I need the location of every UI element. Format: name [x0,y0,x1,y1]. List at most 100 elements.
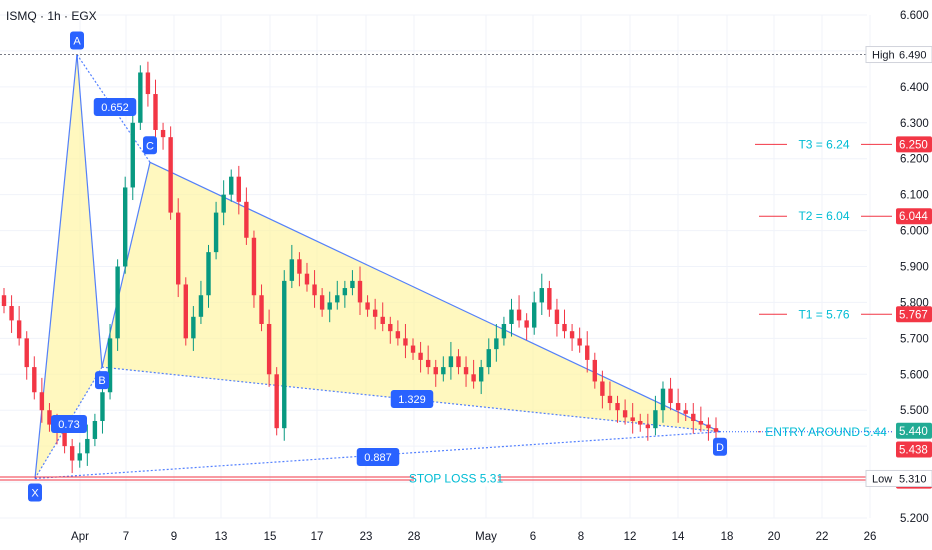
ratio-badge: 0.652 [101,102,129,114]
time-tick-label: 14 [672,531,685,543]
candle-body [357,280,363,303]
candle-body [585,345,590,360]
candle-body [554,309,560,324]
high-tag-value: 6.490 [899,50,927,62]
candle-body [312,284,317,296]
candle-body [92,420,98,439]
candle-body [418,352,423,360]
ratio-badge: 0.887 [364,452,392,464]
candle-body [615,403,620,411]
point-x-bg [28,483,42,502]
point-b: B [98,375,105,387]
time-tick-label: 6 [530,531,536,543]
candle-body [539,288,544,303]
candle-body [213,212,219,253]
candle-body [319,295,325,310]
candle-body [471,374,476,382]
candle-body [39,392,45,411]
T1-label: T1 = 5.76 [798,307,849,321]
price-tick-label: 5.200 [900,513,929,525]
entry-price-tag: 5.440 [899,426,928,438]
candle-body [236,176,242,202]
line-xd [34,431,721,480]
bcd-triangle [102,162,720,432]
time-tick-label: 7 [123,531,129,543]
candle-body [145,72,151,95]
candle-body [425,359,431,368]
candle-body [122,187,128,267]
T2-price-tag-bg [896,208,932,225]
time-tick-label: 13 [215,531,228,543]
candle-body [607,395,613,404]
candle-body [168,137,173,213]
time-tick-label: 15 [264,531,277,543]
time-tick-label: 28 [408,531,421,543]
candle-body [138,72,143,123]
ratio-badge-bg [356,448,400,466]
candle-body [433,367,438,375]
point-c: C [146,140,154,152]
candle-body [456,356,461,368]
candle-body [638,420,643,425]
candle-body [289,259,295,281]
candle-body [683,410,688,414]
candle-body [62,431,67,447]
candle-body [77,453,82,461]
ratio-badge-bg [390,390,434,408]
ratio-badge: 0.73 [58,419,79,431]
candle-body [130,122,135,188]
T2-label: T2 = 6.04 [798,209,849,223]
ratio-badge-bg [51,415,87,433]
candle-body [85,438,90,454]
T2-price-tag: 6.044 [899,211,928,223]
candle-body [691,413,696,421]
point-c-bg [143,136,157,155]
ratio-badge-bg [93,98,137,116]
candle-body [115,266,120,339]
point-d-bg [713,437,727,456]
candle-body [569,331,575,339]
time-axis[interactable]: Apr 7 9 13 15 17 23 28 May 6 8 12 14 18 20 22 26 [71,531,876,543]
low-tag-label: Low [872,473,892,485]
low-tag-value: 5.310 [899,473,927,485]
entry-price-tag-bg [896,422,932,439]
candle-body [327,302,332,310]
last-price-tag: 5.438 [899,444,928,456]
candle-body [372,309,378,317]
candle-body [335,295,340,303]
candle-body [501,323,507,339]
price-axis[interactable]: 6.6006.5006.4006.3006.2006.1006.0005.900… [865,10,932,525]
ratio-badge: 1.329 [398,394,426,406]
price-tick-label: 5.500 [900,405,929,417]
candle-body [229,176,234,195]
symbol-title: ISMQ · 1h · EGX [6,9,97,23]
candle-body [259,295,264,324]
time-tick-label: Apr [71,531,89,543]
time-tick-label: 8 [578,531,584,543]
time-tick-label: May [475,531,497,543]
point-d: D [716,442,724,454]
candle-body [441,367,446,375]
candle-body [16,320,22,339]
candle-body [9,306,14,321]
candle-body [600,381,605,396]
point-a: A [73,36,81,48]
price-tick-label: 6.000 [900,226,929,238]
candle-body [304,273,310,285]
high-tag-bg [865,46,932,64]
candle-body [698,420,704,425]
candle-body [342,288,348,296]
candle-body [69,446,75,461]
leg-ab [76,54,103,368]
candle-body [706,424,711,429]
time-tick-label: 18 [721,531,734,543]
price-tick-label: 5.900 [900,262,929,274]
candle-body [622,410,628,418]
candle-body [494,338,499,350]
entry-label: ENTRY AROUND 5.44 [765,425,887,439]
price-tick-label: 6.100 [900,190,929,202]
candle-body [153,94,158,130]
candle-body [668,388,673,404]
candle-body [221,194,226,213]
